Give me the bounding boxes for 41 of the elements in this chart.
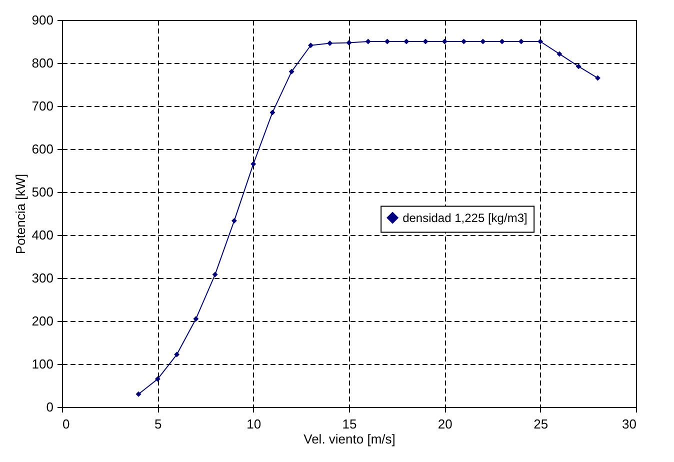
point xyxy=(422,38,428,44)
point xyxy=(556,51,562,57)
point xyxy=(288,68,294,74)
point xyxy=(308,42,314,48)
y-tick-label: 0 xyxy=(46,400,54,414)
y-tick-label: 900 xyxy=(32,12,54,28)
legend-label: densidad 1,225 [kg/m3] xyxy=(402,210,528,225)
point xyxy=(346,40,352,46)
y-tick-label: 100 xyxy=(32,356,54,372)
point xyxy=(327,40,333,46)
y-axis-title: Potencia [kW] xyxy=(12,174,28,254)
x-tick-label: 30 xyxy=(622,416,636,432)
point xyxy=(270,110,276,116)
point xyxy=(365,38,371,44)
point xyxy=(404,38,410,44)
y-tick-label: 500 xyxy=(32,184,54,200)
x-tick-label: 0 xyxy=(62,416,70,432)
point xyxy=(594,75,600,81)
point xyxy=(480,38,486,44)
point xyxy=(174,352,180,358)
point xyxy=(250,161,256,167)
point xyxy=(576,64,582,70)
point xyxy=(154,376,160,382)
x-tick-label: 15 xyxy=(342,416,357,432)
y-tick-label: 800 xyxy=(32,56,54,70)
y-tick-label: 400 xyxy=(32,228,54,242)
y-tick-label: 300 xyxy=(32,270,54,286)
x-tick-label: 5 xyxy=(154,416,162,432)
point xyxy=(136,391,142,397)
x-tick-label: 25 xyxy=(534,416,548,432)
point xyxy=(231,218,237,224)
y-tick-label: 600 xyxy=(32,142,54,156)
x-axis-title: Vel. viento [m/s] xyxy=(304,432,396,446)
y-tick-label: 700 xyxy=(32,98,54,114)
point xyxy=(538,38,544,44)
point xyxy=(212,272,218,278)
point xyxy=(499,38,505,44)
y-tick-label: 200 xyxy=(32,314,54,328)
x-tick-label: 10 xyxy=(246,416,262,432)
x-tick-label: 20 xyxy=(438,416,452,432)
point xyxy=(193,316,199,322)
